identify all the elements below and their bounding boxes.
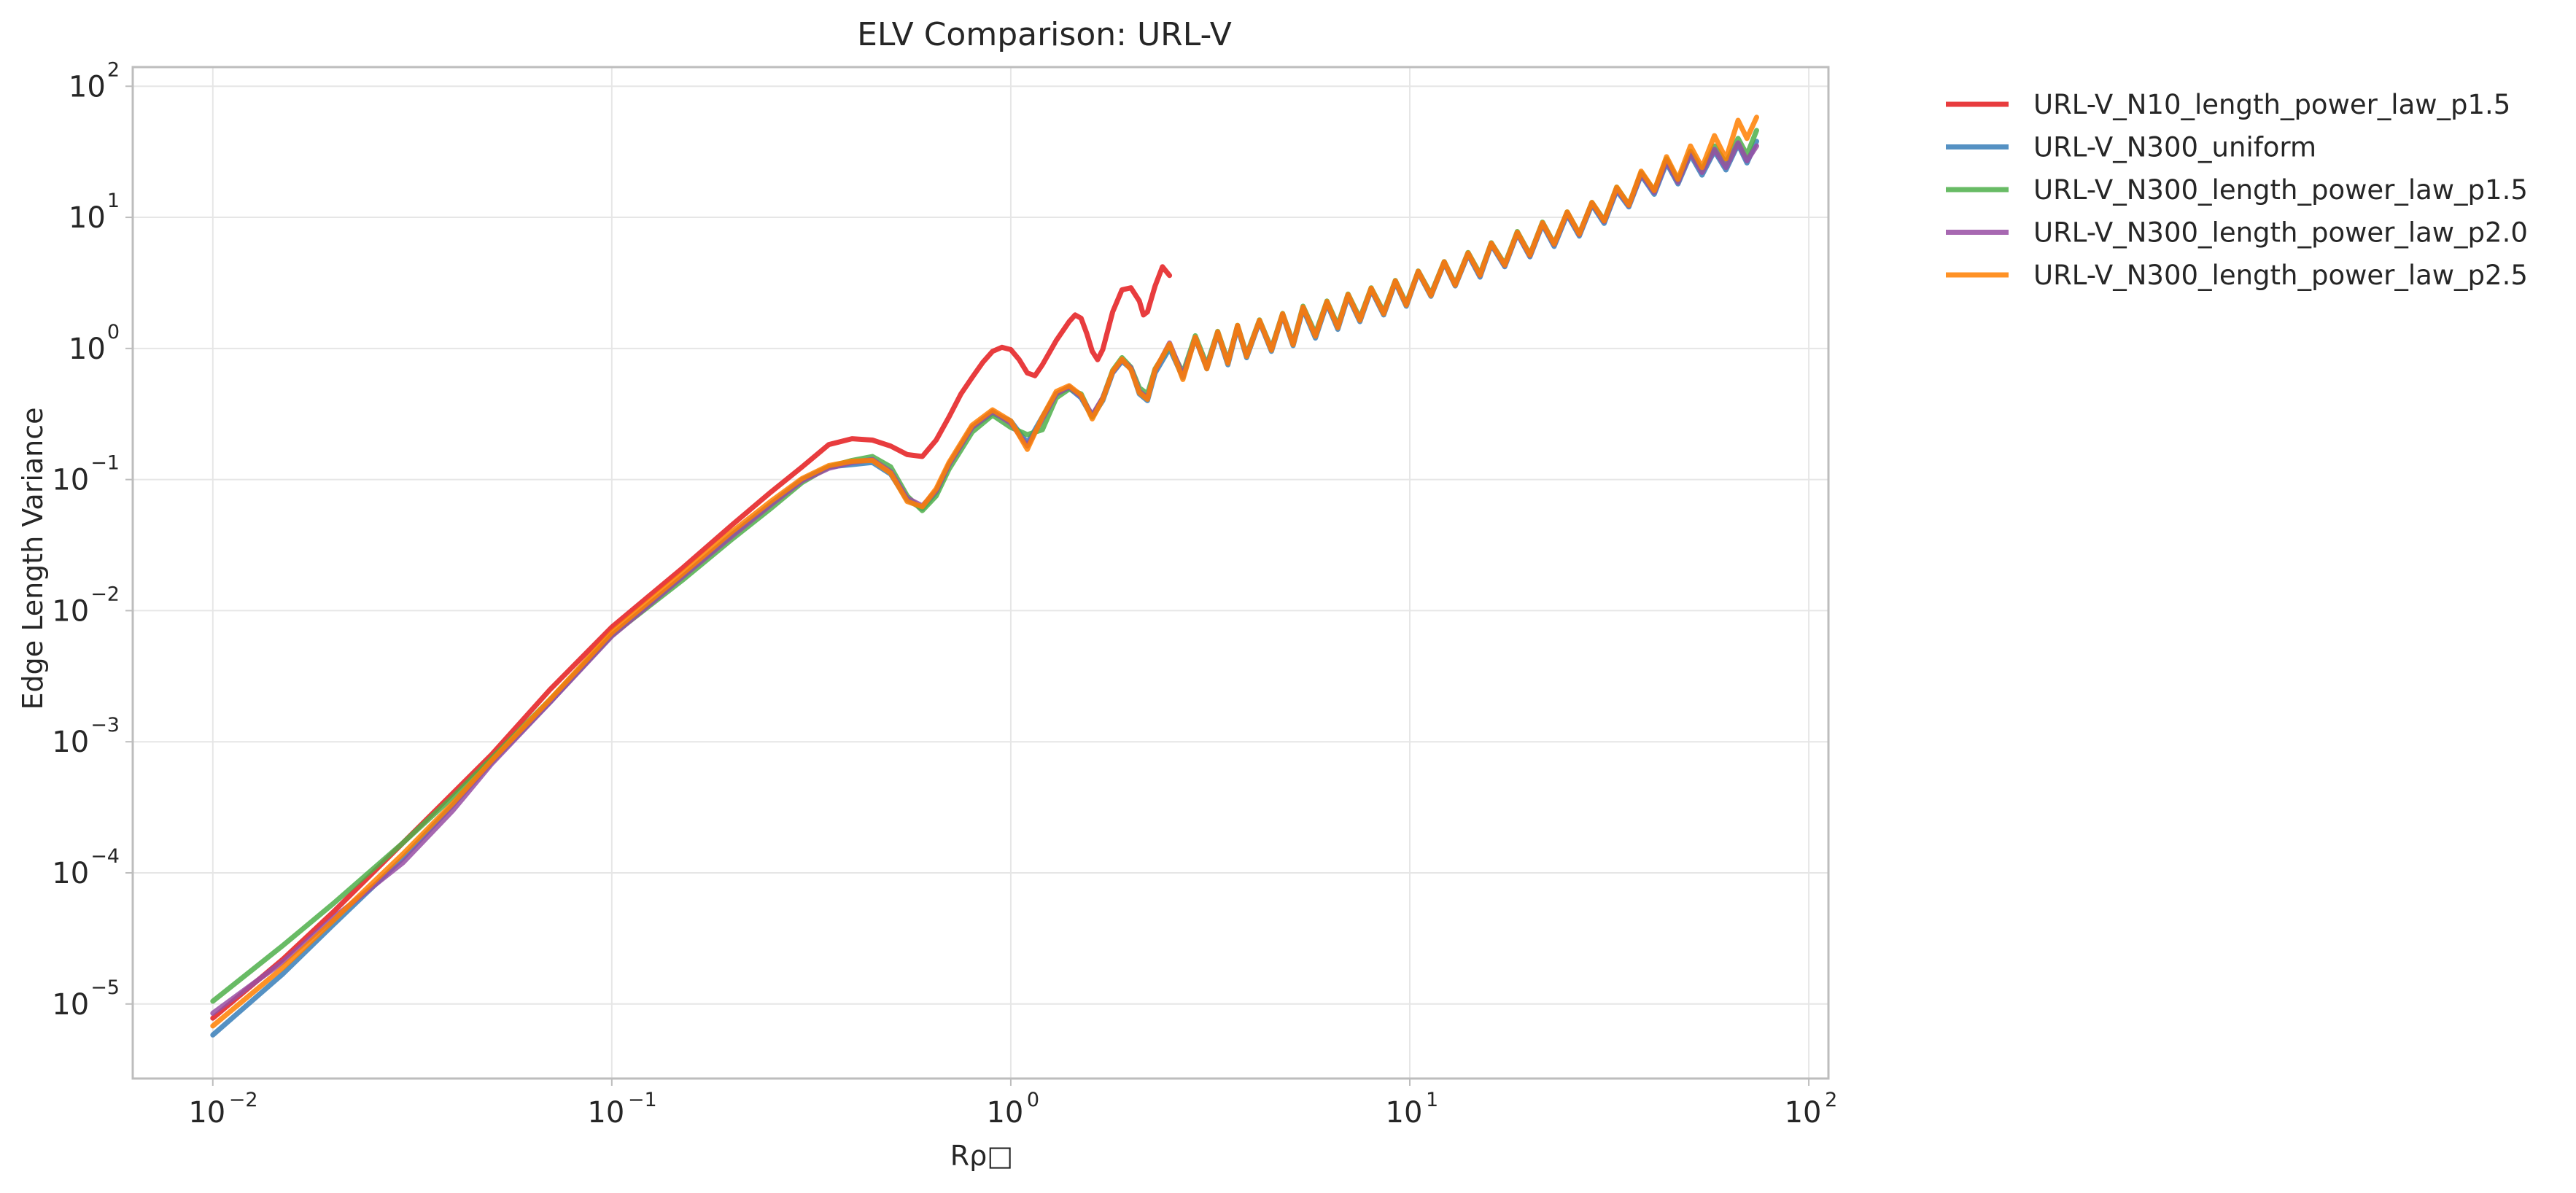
y-tick-exponent: −1	[90, 452, 120, 475]
y-tick-exponent: −2	[90, 583, 120, 605]
x-tick-label: 10	[1785, 1096, 1822, 1130]
series-layer	[210, 114, 1759, 1038]
x-tick-label: 10	[1386, 1096, 1423, 1130]
legend-item: URL-V_N300_uniform	[1946, 132, 2316, 163]
x-tick-label: 10	[986, 1096, 1023, 1130]
y-tick-exponent: −5	[90, 976, 120, 999]
y-tick-exponent: 0	[107, 321, 120, 343]
y-tick-exponent: −3	[90, 714, 120, 737]
x-tick-exponent: 2	[1825, 1089, 1837, 1111]
y-tick-label: 10	[69, 201, 106, 235]
legend: URL-V_N10_length_power_law_p1.5 URL-V_N30…	[1946, 89, 2528, 291]
series-line-4	[210, 114, 1759, 1029]
y-tick-label: 10	[52, 594, 89, 628]
legend-item: URL-V_N300_length_power_law_p1.5	[1946, 174, 2528, 206]
x-tick-exponent: 1	[1426, 1089, 1438, 1111]
plot-frame	[131, 66, 1830, 1080]
series-line-0	[210, 264, 1173, 1021]
x-tick-exponent: 0	[1027, 1089, 1039, 1111]
legend-label: URL-V_N10_length_power_law_p1.5	[2033, 89, 2510, 120]
y-tick-label: 10	[69, 333, 106, 366]
legend-label: URL-V_N300_length_power_law_p1.5	[2033, 174, 2528, 206]
x-tick-exponent: −1	[628, 1089, 657, 1111]
legend-item: URL-V_N300_length_power_law_p2.5	[1946, 260, 2528, 291]
y-tick-exponent: −4	[90, 845, 120, 868]
legend-label: URL-V_N300_uniform	[2033, 132, 2316, 163]
legend-label: URL-V_N300_length_power_law_p2.5	[2033, 260, 2528, 291]
x-axis-label: Rρ□	[950, 1140, 1013, 1172]
x-tick-exponent: −2	[229, 1089, 258, 1111]
y-tick-label: 10	[52, 988, 89, 1022]
legend-item: URL-V_N10_length_power_law_p1.5	[1946, 89, 2510, 120]
y-axis-label: Edge Length Variance	[17, 407, 49, 710]
x-axis-ticks: 10 −2 10 −1 10 0 10 1 10 2	[188, 1079, 1837, 1130]
legend-label: URL-V_N300_length_power_law_p2.0	[2033, 217, 2528, 249]
y-tick-label: 10	[52, 857, 89, 890]
y-tick-label: 10	[52, 464, 89, 497]
grid	[133, 67, 1828, 1079]
y-tick-label: 10	[69, 70, 106, 104]
y-tick-exponent: 1	[107, 190, 120, 212]
x-tick-label: 10	[587, 1096, 624, 1130]
chart-title: ELV Comparison: URL-V	[857, 16, 1232, 53]
y-tick-label: 10	[52, 726, 89, 759]
y-tick-exponent: 2	[107, 58, 120, 81]
x-tick-label: 10	[188, 1096, 225, 1130]
legend-item: URL-V_N300_length_power_law_p2.0	[1946, 217, 2528, 249]
